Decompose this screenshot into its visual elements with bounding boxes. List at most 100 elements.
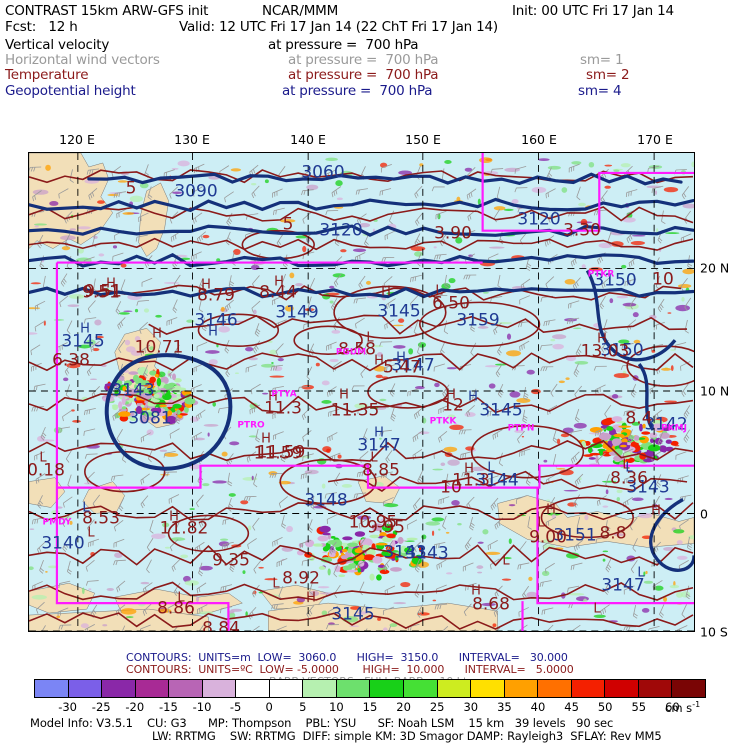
- header-block: CONTRAST 15km ARW-GFS init NCAR/MMM Init…: [0, 0, 740, 118]
- ww-patch: [565, 377, 569, 380]
- ww-patch: [98, 253, 104, 256]
- wind-barb-flag: [141, 438, 142, 442]
- ww-patch: [155, 315, 162, 318]
- wind-barb-flag: [382, 191, 383, 195]
- ww-patch: [304, 308, 314, 311]
- ww-patch: [447, 460, 459, 466]
- ww-core3: [583, 454, 593, 457]
- colorbar-cell-7[interactable]: [270, 680, 304, 697]
- wind-barb-flag: [225, 520, 226, 524]
- ww-patch: [212, 480, 227, 483]
- ww-patch: [438, 529, 440, 531]
- model-info-row2: LW: RRTMG SW: RRTMG DIFF: simple KM: 3D …: [152, 729, 662, 743]
- colorbar-cell-15[interactable]: [538, 680, 572, 697]
- ww-patch: [86, 339, 96, 345]
- ww-patch: [220, 539, 228, 541]
- ww-patch: [531, 389, 541, 394]
- ww-patch: [528, 577, 532, 581]
- colorbar-cell-10[interactable]: [370, 680, 404, 697]
- ww-patch: [479, 157, 492, 163]
- colorbar-cell-4[interactable]: [169, 680, 203, 697]
- ww-patch: [393, 602, 406, 604]
- ww-core: [118, 401, 122, 409]
- ww-patch: [604, 165, 612, 167]
- ww-patch: [126, 616, 134, 618]
- ww-patch: [140, 582, 149, 584]
- colorbar-tick--15: -15: [159, 700, 178, 714]
- ww-patch: [489, 247, 505, 249]
- colorbar-cell-1[interactable]: [69, 680, 103, 697]
- colorbar-cell-18[interactable]: [639, 680, 673, 697]
- wind-barb-flag: [143, 437, 144, 441]
- ww-patch: [548, 166, 561, 170]
- ww-patch: [447, 367, 457, 369]
- ww-core2: [342, 536, 352, 540]
- field-geopotential-name: Geopotential height: [5, 83, 136, 99]
- ww-patch: [162, 523, 169, 528]
- ww-patch: [69, 521, 72, 525]
- ww-patch: [245, 347, 253, 351]
- ww-patch: [609, 298, 613, 303]
- ww-patch: [357, 516, 371, 520]
- ww-patch: [285, 305, 294, 311]
- ww-core3: [639, 424, 643, 432]
- wind-barb-flag: [627, 281, 628, 285]
- ww-patch: [575, 361, 589, 365]
- ww-core2: [341, 555, 348, 559]
- colorbar-cell-14[interactable]: [505, 680, 539, 697]
- ww-core2: [395, 556, 399, 561]
- colorbar-cell-5[interactable]: [203, 680, 237, 697]
- ww-core2: [319, 526, 331, 533]
- ww-patch: [178, 161, 190, 167]
- colorbar-cell-11[interactable]: [404, 680, 438, 697]
- ww-core2: [347, 542, 358, 546]
- ww-patch: [49, 201, 58, 206]
- ww-core2: [328, 568, 331, 575]
- colorbar-cell-9[interactable]: [337, 680, 371, 697]
- ww-core3: [612, 416, 623, 422]
- lon-label-130E: 130 E: [174, 132, 210, 147]
- ww-core: [159, 405, 167, 408]
- ww-patch: [481, 603, 495, 606]
- ww-patch: [550, 339, 555, 341]
- ww-patch: [398, 318, 404, 322]
- ww-patch: [337, 198, 343, 201]
- colorbar-cell-19[interactable]: [672, 680, 705, 697]
- ww-patch: [476, 565, 483, 569]
- ww-core: [122, 406, 127, 409]
- ww-patch: [199, 566, 213, 571]
- colorbar-cell-13[interactable]: [471, 680, 505, 697]
- ww-patch: [289, 273, 294, 279]
- ww-patch: [252, 476, 254, 480]
- colorbar-cell-8[interactable]: [303, 680, 337, 697]
- ww-patch: [433, 600, 437, 602]
- colorbar-cell-2[interactable]: [102, 680, 136, 697]
- wind-barb-flag: [168, 608, 169, 612]
- colorbar[interactable]: [34, 679, 706, 698]
- colorbar-tick-5: 5: [299, 700, 306, 714]
- ww-patch: [603, 551, 609, 553]
- ww-patch: [496, 322, 512, 324]
- ww-patch: [90, 379, 97, 381]
- lat-label-10S: 10 S: [700, 625, 728, 640]
- ww-patch: [70, 228, 76, 231]
- ww-patch: [400, 582, 410, 587]
- ww-patch: [172, 168, 179, 170]
- field-wind-vectors-sm: sm= 1: [580, 52, 623, 68]
- ww-patch: [357, 611, 368, 614]
- ww-patch: [446, 532, 450, 534]
- ww-core: [154, 387, 158, 391]
- colorbar-cell-6[interactable]: [236, 680, 270, 697]
- ww-core2: [317, 536, 328, 542]
- colorbar-cell-0[interactable]: [35, 680, 69, 697]
- ww-core3: [650, 438, 654, 442]
- colorbar-cell-16[interactable]: [572, 680, 606, 697]
- ww-core: [184, 397, 195, 404]
- ww-patch: [379, 399, 386, 401]
- colorbar-cell-12[interactable]: [438, 680, 472, 697]
- ww-core2: [322, 533, 330, 536]
- colorbar-cell-17[interactable]: [605, 680, 639, 697]
- ww-patch: [130, 196, 143, 202]
- colorbar-cell-3[interactable]: [136, 680, 170, 697]
